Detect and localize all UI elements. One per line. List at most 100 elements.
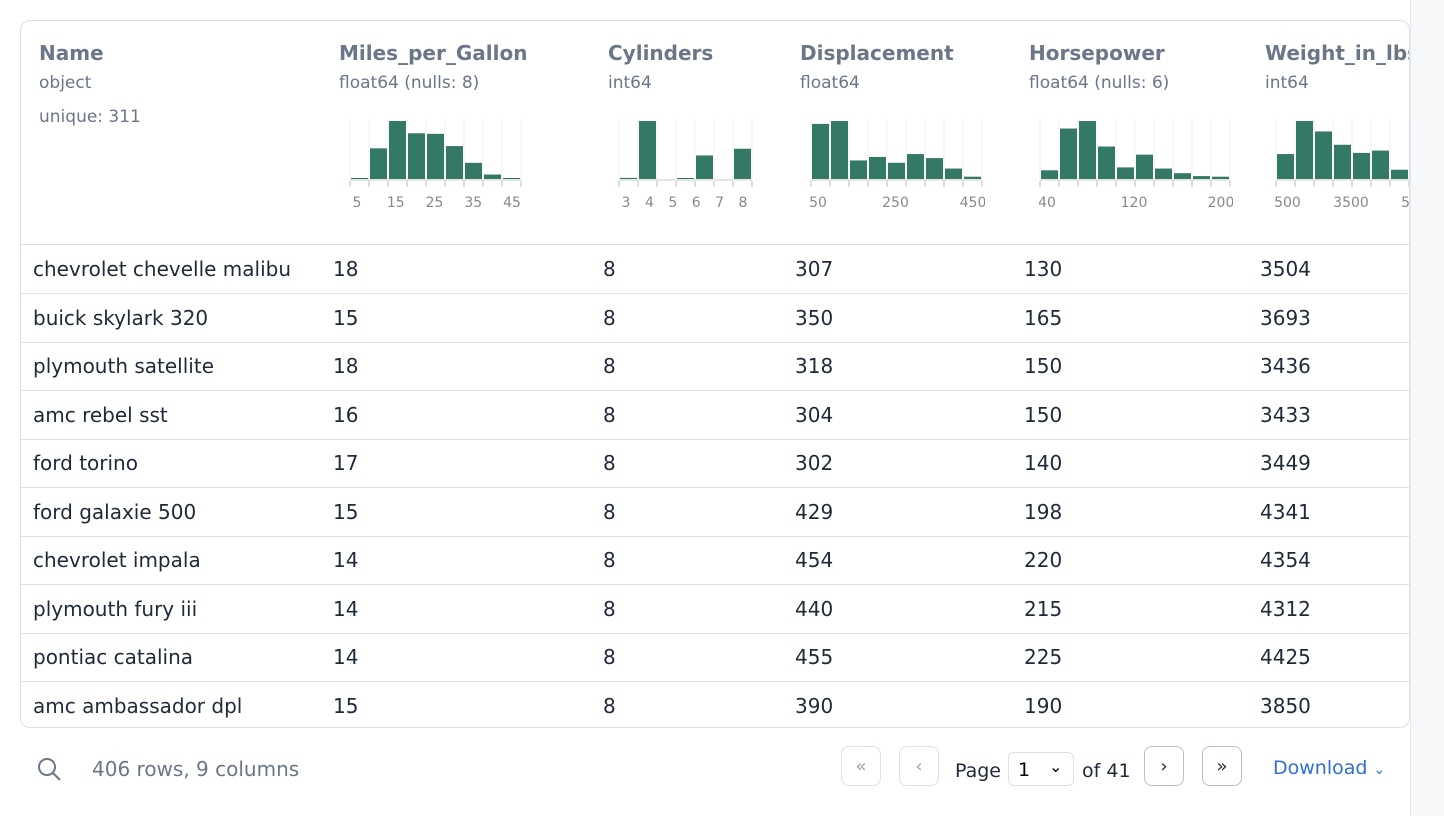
download-button[interactable]: Download ⌄ xyxy=(1273,757,1385,779)
histogram-bar xyxy=(408,133,425,179)
table-cell: amc ambassador dpl xyxy=(33,693,243,718)
column-name: Miles_per_Gallon xyxy=(339,41,528,65)
table-row[interactable]: plymouth satellite 18 8 318 150 3436 xyxy=(21,342,1409,391)
scrollbar[interactable] xyxy=(1410,0,1444,816)
table-row[interactable]: amc ambassador dpl 15 8 390 190 3850 xyxy=(21,682,1409,728)
histogram-bar xyxy=(503,178,520,179)
histogram-bar xyxy=(696,155,713,179)
table-cell: 8 xyxy=(603,354,616,378)
histogram-bar xyxy=(639,121,656,179)
search-icon[interactable] xyxy=(36,756,62,782)
histogram-bar xyxy=(964,176,981,179)
page-label: Page xyxy=(955,760,1001,782)
page-select[interactable]: 1 ⌄ xyxy=(1008,752,1074,786)
column-header[interactable]: Displacement float64 xyxy=(800,41,954,93)
table-cell: pontiac catalina xyxy=(33,645,194,669)
table-cell: 304 xyxy=(795,402,834,427)
last-page-button[interactable]: » xyxy=(1202,746,1242,786)
table-cell: plymouth satellite xyxy=(33,354,214,378)
tick-label: 35 xyxy=(464,195,482,211)
histogram-bar xyxy=(926,158,943,179)
table-cell: chevrolet impala xyxy=(33,548,201,572)
table-cell: 220 xyxy=(1024,548,1063,572)
table-cell: 3436 xyxy=(1260,354,1311,378)
table-cell: 390 xyxy=(795,693,834,718)
tick-label: 40 xyxy=(1039,195,1056,211)
tick-label: 5500 xyxy=(1401,195,1410,211)
column-dtype: float64 (nulls: 6) xyxy=(1029,73,1170,93)
histogram-bar xyxy=(888,162,905,179)
histogram-bar xyxy=(945,168,962,179)
column-header[interactable]: Miles_per_Gallon float64 (nulls: 8) xyxy=(339,41,527,93)
histogram-bar xyxy=(465,162,482,179)
row-summary: 406 rows, 9 columns xyxy=(92,757,300,781)
page-count: of 41 xyxy=(1082,760,1131,782)
next-page-button[interactable]: › xyxy=(1144,746,1184,786)
table-cell: 3433 xyxy=(1260,402,1311,427)
table-cell: 3850 xyxy=(1260,693,1311,718)
column-header[interactable]: Weight_in_lbs int64 xyxy=(1265,41,1410,93)
column-dtype: float64 (nulls: 8) xyxy=(339,73,480,93)
table-row[interactable]: pontiac catalina 14 8 455 225 4425 xyxy=(21,633,1409,682)
table-row[interactable]: buick skylark 320 15 8 350 165 3693 xyxy=(21,294,1409,343)
histogram-bar xyxy=(389,121,406,179)
histogram-bar xyxy=(1391,169,1408,179)
table-row[interactable]: ford galaxie 500 15 8 429 198 4341 xyxy=(21,488,1409,537)
table-row[interactable]: chevrolet chevelle malibu 18 8 307 130 3504 xyxy=(21,245,1409,294)
histogram-bar xyxy=(734,148,751,179)
histogram-bar xyxy=(812,123,829,179)
table-cell: ford galaxie 500 xyxy=(33,499,197,524)
histogram: 1500 3500 5500 xyxy=(1275,119,1410,211)
table-cell: 18 xyxy=(333,257,359,281)
table-row[interactable]: amc rebel sst 16 8 304 150 3433 xyxy=(21,391,1409,440)
prev-page-button[interactable]: ‹ xyxy=(899,746,939,786)
column-dtype: int64 xyxy=(608,73,652,93)
tick-label: 5 xyxy=(668,195,677,211)
table-cell: 8 xyxy=(603,548,616,572)
histogram-bar xyxy=(1174,173,1191,179)
table-cell: 17 xyxy=(333,451,359,475)
tick-label: 450 xyxy=(960,195,985,211)
table-row[interactable]: chevrolet impala 14 8 454 220 4354 xyxy=(21,536,1409,585)
histogram-bar xyxy=(831,121,848,179)
column-header[interactable]: Name object unique: 311 xyxy=(39,41,141,127)
histogram-bar xyxy=(1212,176,1229,179)
table-cell: 14 xyxy=(333,596,359,621)
histogram-bar xyxy=(1155,168,1172,179)
histogram-bar xyxy=(1098,146,1115,179)
column-header[interactable]: Horsepower float64 (nulls: 6) xyxy=(1029,41,1169,93)
table-cell: 8 xyxy=(603,305,616,330)
histogram-bar xyxy=(446,146,463,179)
table-row[interactable]: plymouth fury iii 14 8 440 215 4312 xyxy=(21,585,1409,634)
table-cell: 307 xyxy=(795,257,834,281)
tick-label: 50 xyxy=(810,195,827,211)
column-name: Horsepower xyxy=(1029,41,1165,65)
histogram-bar xyxy=(1296,121,1313,179)
table-cell: amc rebel sst xyxy=(33,402,168,427)
tick-label: 8 xyxy=(739,195,748,211)
histogram-bar xyxy=(1136,154,1153,179)
table-cell: 3693 xyxy=(1260,305,1311,330)
table-row[interactable]: ford torino 17 8 302 140 3449 xyxy=(21,439,1409,488)
histogram-bar xyxy=(1193,176,1210,179)
histogram-bar xyxy=(1353,152,1370,179)
column-header[interactable]: Cylinders int64 xyxy=(608,41,713,93)
first-page-button[interactable]: « xyxy=(841,746,881,786)
column-dtype: float64 xyxy=(800,73,860,93)
table-cell: plymouth fury iii xyxy=(33,596,198,621)
histogram-bar xyxy=(869,156,886,179)
histogram-bar xyxy=(1117,167,1134,179)
tick-label: 3 xyxy=(622,195,631,211)
tick-label: 1500 xyxy=(1275,195,1301,211)
table-cell: 454 xyxy=(795,548,834,572)
histogram-bar xyxy=(677,178,694,179)
table-cell: 225 xyxy=(1024,645,1063,669)
table-cell: 15 xyxy=(333,693,359,718)
column-name: Weight_in_lbs xyxy=(1265,41,1410,65)
tick-label: 6 xyxy=(692,195,701,211)
table-cell: 8 xyxy=(603,257,616,281)
column-dtype: int64 xyxy=(1265,73,1309,93)
column-dtype: object xyxy=(39,73,92,93)
